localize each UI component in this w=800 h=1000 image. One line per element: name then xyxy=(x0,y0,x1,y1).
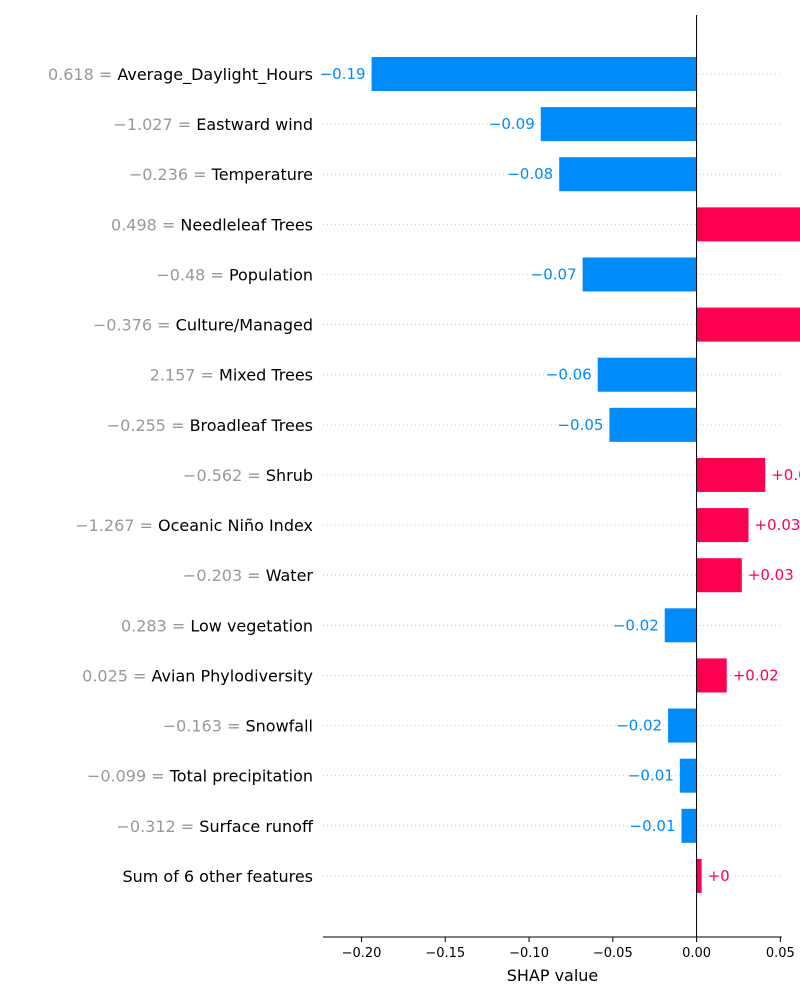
bar-value-label: +0.02 xyxy=(733,666,779,684)
feature-label: 0.283 = Low vegetation xyxy=(121,616,313,635)
x-tick-label: −0.05 xyxy=(593,946,633,961)
bar-value-label: −0.08 xyxy=(507,165,553,183)
bar-value-label: −0.01 xyxy=(630,817,676,835)
feature-label: 0.025 = Avian Phylodiversity xyxy=(82,666,313,685)
feature-name: Avian Phylodiversity xyxy=(152,666,313,685)
shap-bar xyxy=(583,257,697,291)
feature-value: 0.498 = xyxy=(111,215,180,234)
feature-name: Average_Daylight_Hours xyxy=(117,65,313,85)
feature-label: −0.255 = Broadleaf Trees xyxy=(107,416,313,435)
x-tick-label: −0.10 xyxy=(509,946,549,961)
shap-bar xyxy=(697,859,702,893)
shap-bar xyxy=(668,709,696,743)
feature-label: −0.312 = Surface runoff xyxy=(116,817,313,836)
feature-value: −0.236 = xyxy=(129,165,212,184)
feature-label: −0.099 = Total precipitation xyxy=(87,767,313,786)
feature-value: −0.255 = xyxy=(107,416,190,435)
feature-label: 0.498 = Needleleaf Trees xyxy=(111,215,313,234)
bar-value-label: −0.19 xyxy=(320,65,366,83)
x-axis-title: SHAP value xyxy=(507,966,599,985)
shap-bar xyxy=(697,508,749,542)
x-tick-label: 0.00 xyxy=(682,946,711,961)
bar-value-label: +0.04 xyxy=(771,466,800,484)
feature-label: −0.203 = Water xyxy=(183,566,314,585)
bar-value-label: +0.03 xyxy=(748,566,794,584)
shap-bar xyxy=(697,558,742,592)
feature-name: Oceanic Niño Index xyxy=(158,516,313,535)
feature-label: −0.48 = Population xyxy=(156,265,313,284)
bar-value-label: −0.06 xyxy=(546,366,592,384)
bar-value-label: −0.09 xyxy=(489,115,535,133)
feature-value: −0.562 = xyxy=(183,466,266,485)
feature-value: −1.267 = xyxy=(75,516,158,535)
shap-bar xyxy=(697,658,727,692)
feature-label: −0.163 = Snowfall xyxy=(163,717,313,736)
feature-name: Water xyxy=(266,566,314,585)
bar-value-label: −0.05 xyxy=(557,416,603,434)
feature-value: −0.099 = xyxy=(87,767,170,786)
shap-bar xyxy=(559,157,696,191)
feature-label: 2.157 = Mixed Trees xyxy=(150,366,313,385)
feature-name: Snowfall xyxy=(246,717,314,736)
bar-value-label: −0.07 xyxy=(531,265,577,283)
bar-value-label: +0 xyxy=(708,867,730,885)
shap-bar xyxy=(697,308,800,342)
feature-value: 0.025 = xyxy=(82,666,151,685)
feature-name: Shrub xyxy=(266,466,313,485)
feature-label: −1.267 = Oceanic Niño Index xyxy=(75,516,313,535)
feature-name: Needleleaf Trees xyxy=(180,215,313,234)
feature-value: −1.027 = xyxy=(113,115,196,134)
feature-label: −1.027 = Eastward wind xyxy=(113,115,313,134)
feature-name: Eastward wind xyxy=(196,115,313,134)
bar-value-label: +0.03 xyxy=(754,516,800,534)
shap-bar xyxy=(680,759,697,793)
feature-name: Population xyxy=(229,265,313,284)
bar-value-label: −0.02 xyxy=(613,616,659,634)
feature-name: Low vegetation xyxy=(190,616,313,635)
x-axis: −0.20 −0.15 −0.10 −0.05 0.00 0.05 xyxy=(323,937,795,961)
shap-bar xyxy=(665,608,697,642)
feature-name: Total precipitation xyxy=(169,767,313,786)
shap-bar xyxy=(681,809,696,843)
feature-value: 2.157 = xyxy=(150,366,219,385)
feature-value: −0.376 = xyxy=(93,316,176,335)
feature-name: Sum of 6 other features xyxy=(122,867,313,886)
feature-name: Broadleaf Trees xyxy=(190,416,313,435)
feature-value: −0.203 = xyxy=(183,566,266,585)
x-tick-label: −0.15 xyxy=(425,946,465,961)
bar-value-label: −0.02 xyxy=(616,717,662,735)
shap-bar xyxy=(372,57,697,91)
feature-name: Temperature xyxy=(211,165,313,184)
feature-label: −0.562 = Shrub xyxy=(183,466,313,485)
feature-name: Surface runoff xyxy=(199,817,314,836)
feature-value: −0.48 = xyxy=(156,265,229,284)
x-tick-label: −0.20 xyxy=(342,946,382,961)
shap-bar xyxy=(697,458,766,492)
shap-bar xyxy=(697,207,800,241)
x-tick-label: 0.05 xyxy=(766,946,795,961)
feature-name: Mixed Trees xyxy=(219,366,313,385)
feature-value: −0.312 = xyxy=(116,817,199,836)
feature-label: −0.376 = Culture/Managed xyxy=(93,316,313,335)
feature-value: −0.163 = xyxy=(163,717,246,736)
feature-value: 0.283 = xyxy=(121,616,190,635)
feature-label: Sum of 6 other features xyxy=(122,867,313,886)
feature-label: 0.618 = Average_Daylight_Hours xyxy=(48,65,313,85)
feature-label: −0.236 = Temperature xyxy=(129,165,313,184)
shap-bar xyxy=(609,408,696,442)
feature-name: Culture/Managed xyxy=(176,316,313,335)
shap-bar xyxy=(541,107,697,141)
feature-value: 0.618 = xyxy=(48,65,117,84)
bar-value-label: −0.01 xyxy=(628,767,674,785)
shap-bar xyxy=(598,358,697,392)
